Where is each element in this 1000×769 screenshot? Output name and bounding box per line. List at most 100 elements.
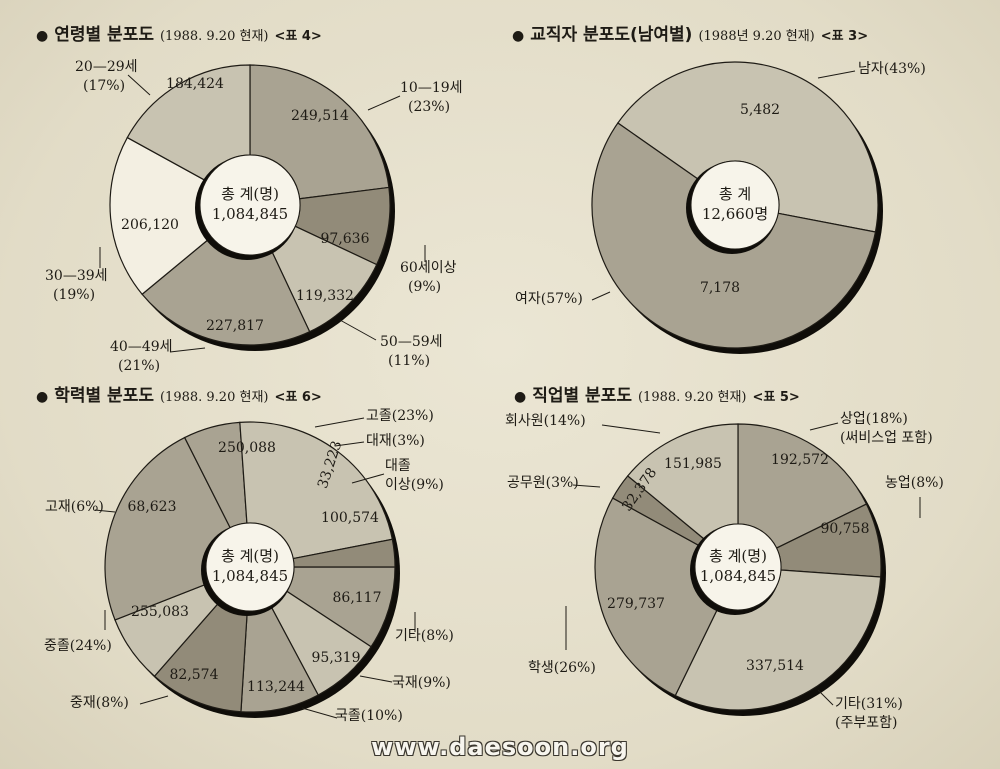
bullet-icon: ●	[36, 389, 49, 405]
age-value-label: 97,636	[321, 231, 370, 247]
occupation-leader-line	[601, 424, 661, 434]
education-category-label: 중졸(24%)	[44, 638, 112, 654]
education-title-text: 학력별 분포도	[54, 386, 154, 406]
education-table-number: <표 6>	[274, 390, 322, 405]
teachers-value-label: 5,482	[740, 102, 780, 118]
education-value-label: 113,244	[247, 679, 305, 695]
teachers-center-label: 12,660명	[702, 205, 768, 223]
age-table-number: <표 4>	[274, 29, 322, 44]
occupation-category-label: 공무원(3%)	[507, 475, 579, 491]
education-category-label: 대재(3%)	[366, 433, 425, 449]
teachers-title-date: (1988년 9.20 현재)	[698, 29, 815, 44]
teachers-leader-line	[591, 291, 611, 301]
occupation-value-label: 192,572	[771, 452, 829, 468]
education-title-date: (1988. 9.20 현재)	[159, 390, 269, 405]
occupation-category-label: 회사원(14%)	[505, 413, 586, 429]
education-leader-line	[351, 473, 385, 484]
age-leader-line	[339, 319, 377, 341]
age-leader-line	[169, 347, 206, 353]
education-category-label: 이상(9%)	[385, 477, 444, 493]
age-category-label: 40—49세	[110, 339, 173, 355]
age-value-label: 206,120	[121, 217, 179, 233]
age-center-label: 1,084,845	[212, 205, 288, 223]
education-value-label: 95,319	[312, 650, 361, 666]
teachers-title-text: 교직자 분포도(남여별)	[530, 25, 693, 45]
bullet-icon: ●	[36, 28, 49, 44]
teachers-table-number: <표 3>	[820, 29, 869, 44]
age-leader-line	[127, 74, 151, 96]
occupation-leader-line	[572, 484, 601, 488]
age-donut: 총 계(명) 1,084,845 249,514 97,636 119,332 227,8…	[45, 59, 463, 374]
occupation-donut: 총 계(명) 1,084,845 192,572 90,758 337,514 279,7…	[505, 411, 944, 731]
age-category-label: (9%)	[408, 279, 441, 295]
education-category-label: 국재(9%)	[392, 675, 451, 691]
age-leader-line	[367, 95, 401, 111]
education-value-label: 250,088	[218, 440, 276, 456]
occupation-center-hole	[694, 523, 782, 611]
education-category-label: 중재(8%)	[70, 695, 129, 711]
occupation-category-label: (써비스업 포함)	[840, 430, 933, 446]
age-category-label: (19%)	[53, 287, 95, 303]
education-donut: 총 계(명) 1,084,845 100,574 86,117 95,319 113,24…	[44, 408, 454, 724]
occupation-value-label: 90,758	[821, 521, 870, 537]
teachers-chart-title: ● 교직자 분포도(남여별) (1988년 9.20 현재) <표 3>	[512, 20, 868, 45]
teachers-donut: 총 계 12,660명 5,482 7,178 남자(43%) 여자(57%)	[515, 61, 926, 354]
bullet-icon: ●	[512, 28, 525, 44]
age-chart-title: ● 연령별 분포도 (1988. 9.20 현재) <표 4>	[36, 20, 322, 45]
occupation-category-label: (주부포함)	[835, 715, 897, 731]
occupation-title-date: (1988. 9.20 현재)	[637, 390, 747, 405]
teachers-value-label: 7,178	[700, 280, 740, 296]
age-category-label: (17%)	[83, 78, 125, 94]
watermark-text: www.daesoon.org	[371, 733, 629, 761]
occupation-table-number: <표 5>	[752, 390, 800, 405]
education-value-label: 68,623	[128, 499, 177, 515]
teachers-center-label: 총 계	[719, 185, 751, 203]
age-category-label: (21%)	[118, 358, 160, 374]
age-category-label: 30—39세	[45, 268, 108, 284]
education-leader-line	[334, 441, 365, 447]
age-center-label: 총 계(명)	[221, 185, 279, 203]
age-value-label: 119,332	[296, 288, 354, 304]
teachers-center-hole	[690, 160, 780, 250]
education-chart-title: ● 학력별 분포도 (1988. 9.20 현재) <표 6>	[36, 381, 322, 406]
education-category-label: 국졸(10%)	[335, 708, 403, 724]
education-leader-line	[94, 509, 116, 513]
occupation-center-label: 1,084,845	[700, 567, 776, 585]
age-value-label: 227,817	[206, 318, 264, 334]
age-value-label: 249,514	[291, 108, 349, 124]
occupation-leader-line	[817, 689, 834, 706]
age-value-label: 184,424	[166, 76, 224, 92]
occupation-category-label: 상업(18%)	[840, 411, 908, 427]
education-leader-line	[314, 417, 365, 428]
education-leader-line	[359, 675, 393, 683]
education-value-label: 100,574	[321, 510, 379, 526]
occupation-chart-title: ● 직업별 분포도 (1988. 9.20 현재) <표 5>	[514, 381, 800, 406]
occupation-value-label: 151,985	[664, 456, 722, 472]
occupation-value-label: 337,514	[746, 658, 804, 674]
occupation-leader-line	[809, 422, 839, 431]
education-center-hole	[205, 522, 295, 612]
teachers-category-label: 남자(43%)	[858, 61, 926, 77]
age-category-label: 10—19세	[400, 80, 463, 96]
bullet-icon: ●	[514, 389, 527, 405]
occupation-center-label: 총 계(명)	[709, 547, 767, 565]
education-category-label: 고재(6%)	[45, 499, 104, 515]
age-center-hole	[199, 154, 301, 256]
education-category-label: 대졸	[385, 458, 411, 474]
occupation-title-text: 직업별 분포도	[532, 386, 632, 406]
occupation-category-label: 기타(31%)	[835, 696, 903, 712]
age-category-label: 50—59세	[380, 334, 443, 350]
education-category-label: 기타(8%)	[395, 628, 454, 644]
education-leader-line	[139, 695, 169, 705]
age-category-label: (23%)	[408, 99, 450, 115]
education-value-label: 255,083	[131, 604, 189, 620]
teachers-leader-line	[817, 70, 856, 79]
age-title-date: (1988. 9.20 현재)	[159, 29, 269, 44]
age-category-label: (11%)	[388, 353, 430, 369]
education-value-label: 86,117	[333, 590, 382, 606]
occupation-category-label: 농업(8%)	[885, 475, 944, 491]
education-center-label: 1,084,845	[212, 567, 288, 585]
age-category-label: 60세이상	[400, 260, 457, 276]
teachers-category-label: 여자(57%)	[515, 291, 583, 307]
